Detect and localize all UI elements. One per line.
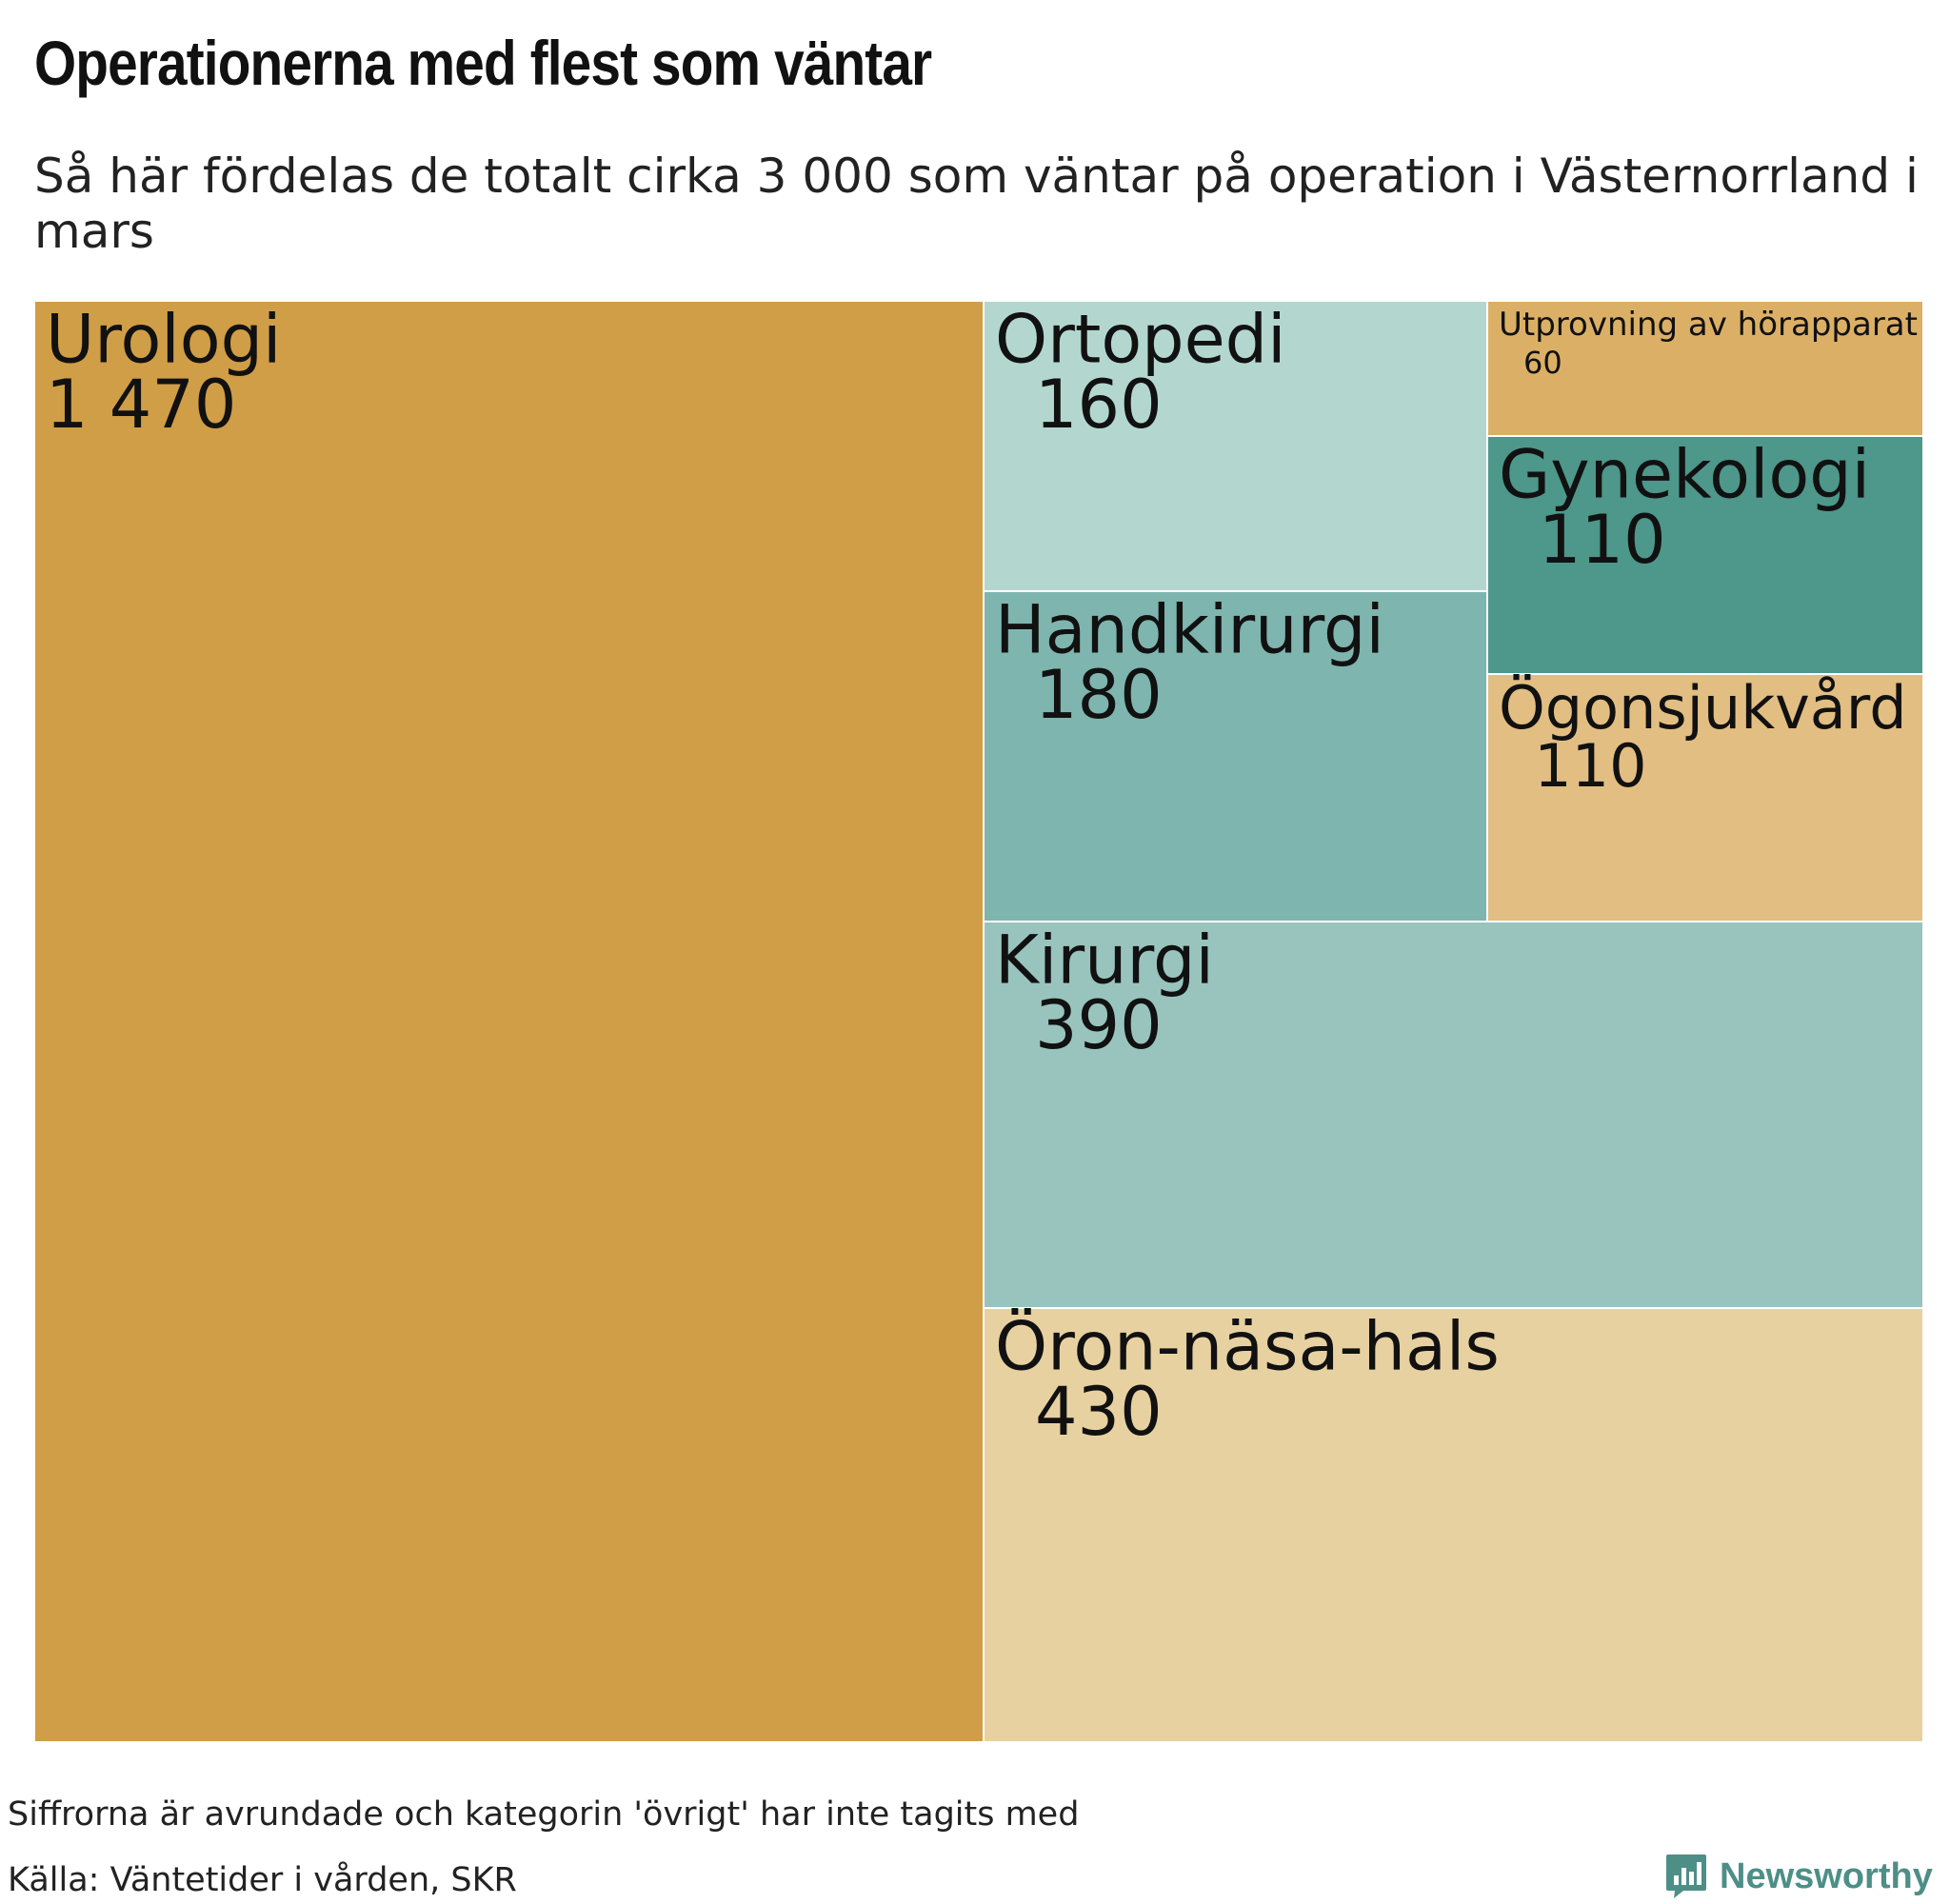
treemap-cell-oron-nasa-hals [983,1307,1924,1743]
chart-subtitle: Så här fördelas de totalt cirka 3 000 so… [34,149,1919,259]
treemap-cell-urologi [33,300,985,1743]
treemap-value-oron-nasa-hals: 430 [1035,1373,1163,1451]
treemap-label-kirurgi: Kirurgi [995,921,1214,999]
treemap-value-ogonsjukvard: 110 [1534,731,1646,801]
treemap-label-handkirurgi: Handkirurgi [995,590,1384,668]
treemap-label-oron-nasa-hals: Öron-näsa-hals [995,1307,1500,1385]
treemap-cell-utprovning-av-horapparat [1486,300,1924,437]
chart-title: Operationerna med flest som väntar [34,28,932,98]
treemap-value-gynekologi: 110 [1539,501,1666,579]
treemap-label-ogonsjukvard: Ögonsjukvård [1499,673,1907,743]
treemap-cell-ogonsjukvard [1486,673,1924,922]
newsworthy-logo: Newsworthy [1664,1853,1933,1900]
treemap-label-urologi: Urologi [46,300,281,378]
treemap-cell-ortopedi [983,300,1488,592]
treemap-value-handkirurgi: 180 [1035,656,1163,734]
newsworthy-logo-icon [1666,1854,1706,1898]
treemap-label-ortopedi: Ortopedi [995,300,1286,378]
chart-note: Siffrorna är avrundade och kategorin 'öv… [8,1795,1080,1834]
brand-name: Newsworthy [1720,1855,1933,1896]
treemap-value-urologi: 1 470 [46,366,236,444]
treemap-value-utprovning-av-horapparat: 60 [1523,345,1562,381]
treemap-cell-kirurgi [983,921,1924,1309]
treemap-value-ortopedi: 160 [1035,366,1163,444]
treemap-value-kirurgi: 390 [1035,986,1163,1064]
treemap-cell-gynekologi [1486,435,1924,675]
chart-source: Källa: Väntetider i vården, SKR [8,1861,517,1899]
treemap-label-utprovning-av-horapparat: Utprovning av hörapparat [1499,306,1918,344]
treemap-label-gynekologi: Gynekologi [1499,435,1870,513]
